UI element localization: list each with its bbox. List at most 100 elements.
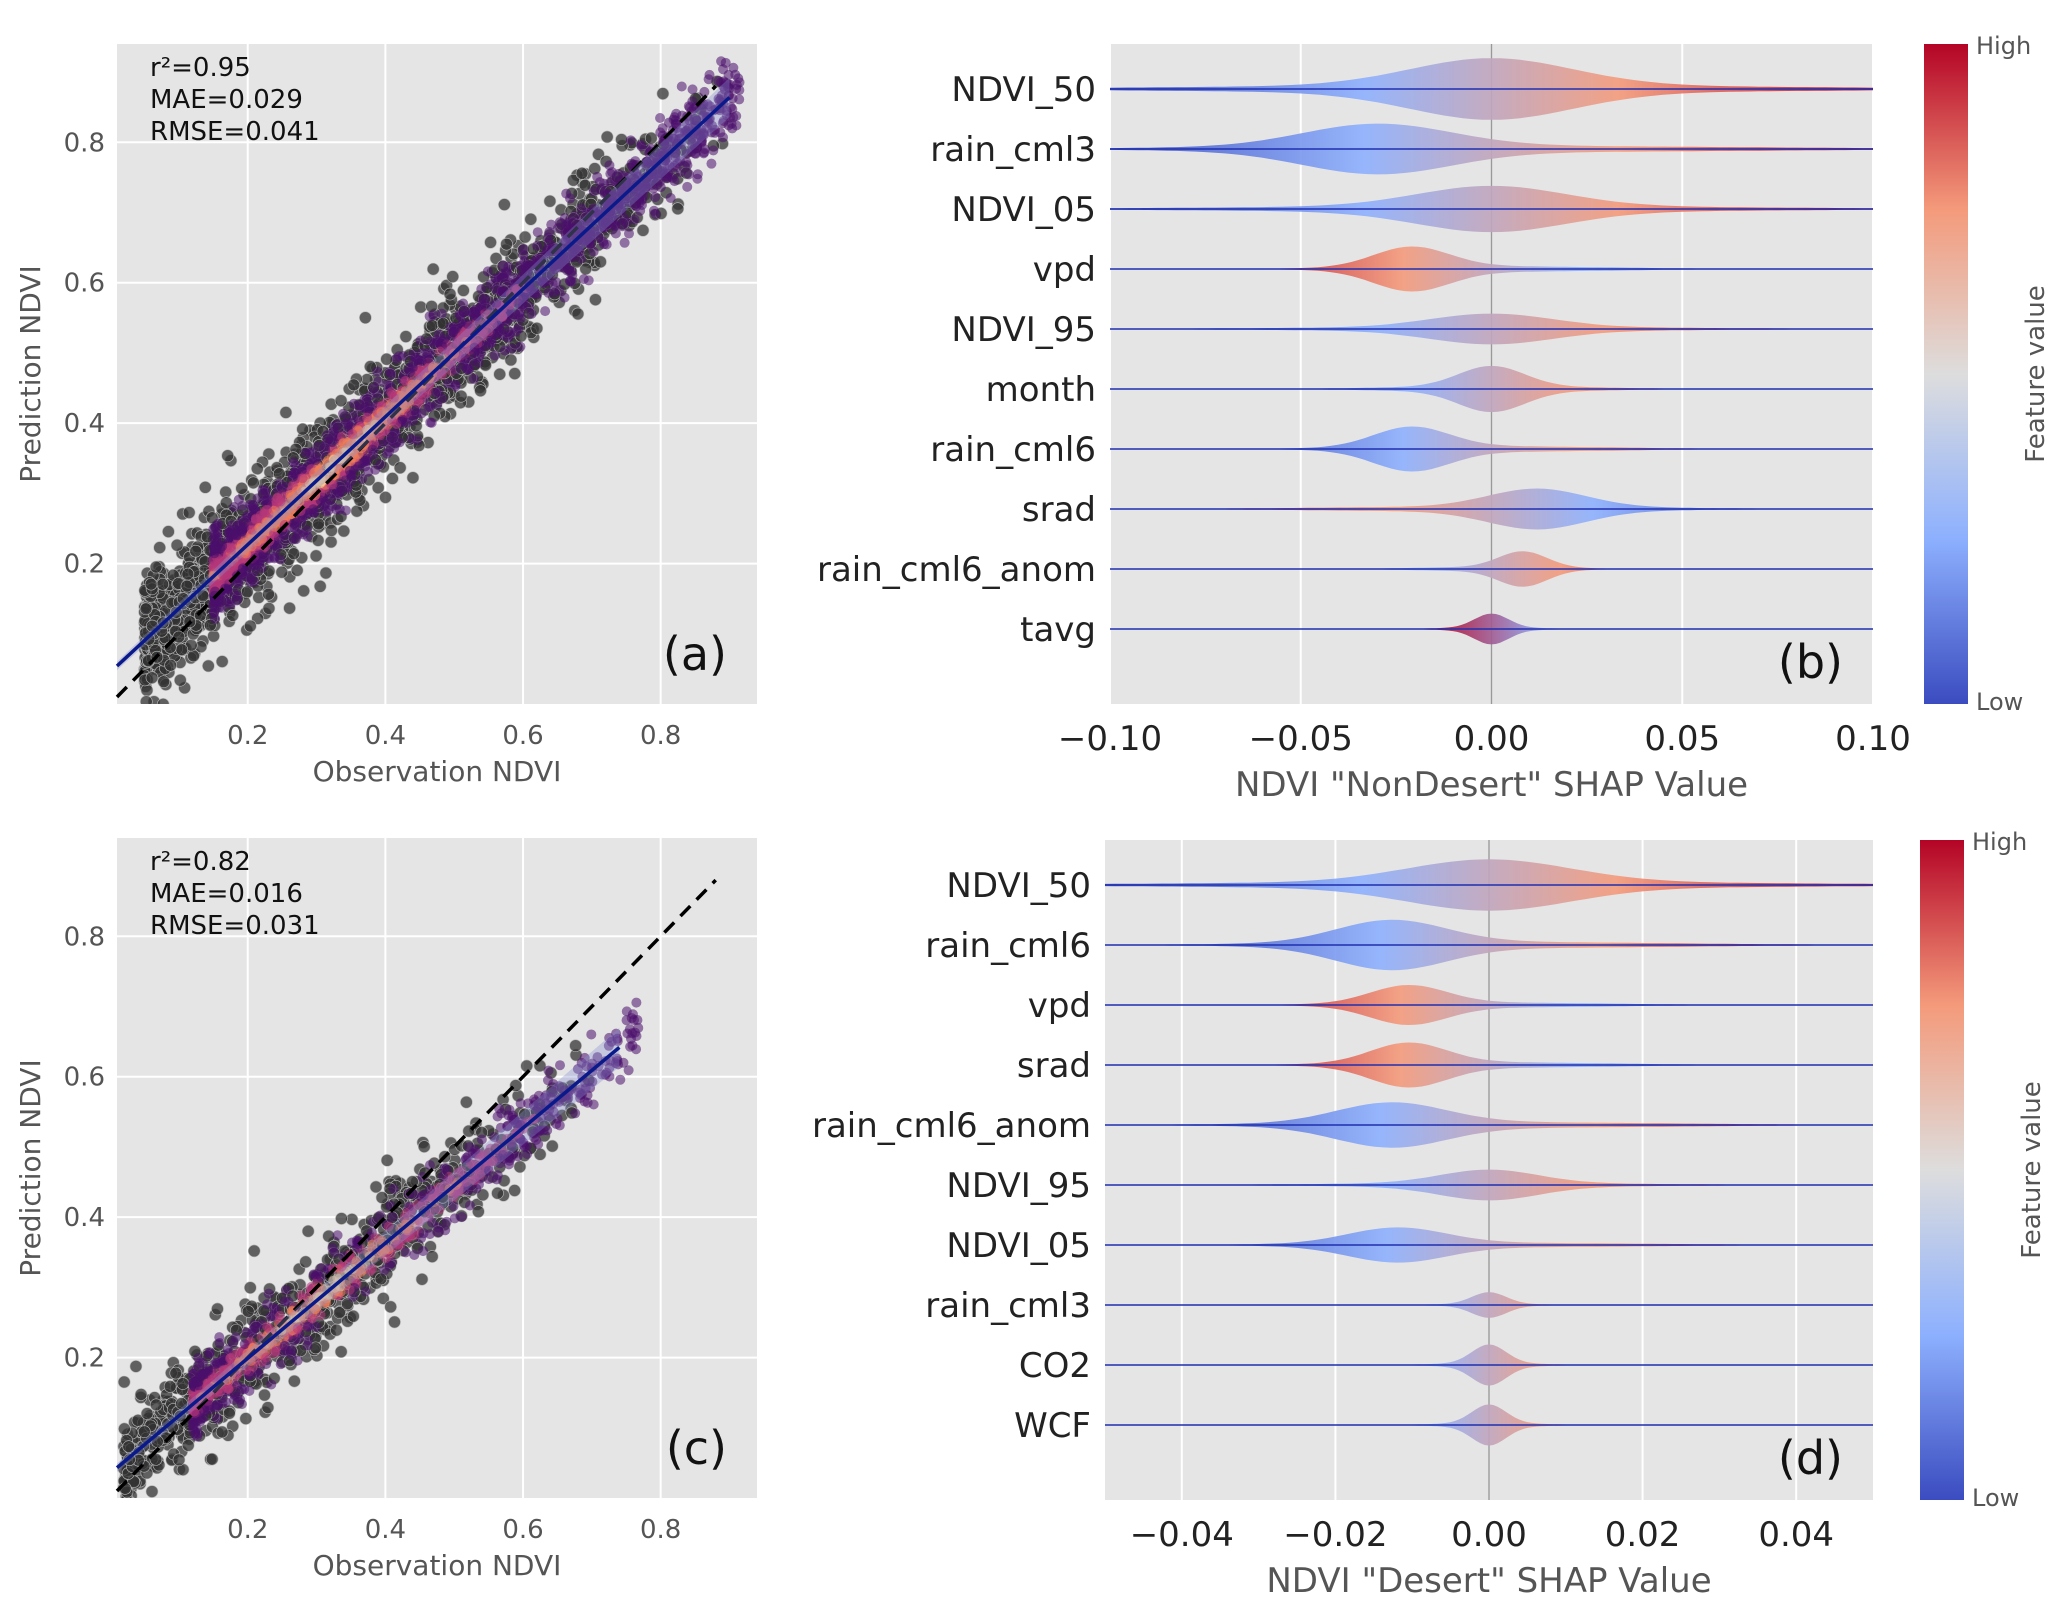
density-point	[287, 471, 298, 482]
data-point	[215, 655, 229, 668]
data-point	[301, 1224, 315, 1238]
data-point	[169, 1366, 183, 1380]
density-point	[698, 148, 709, 159]
data-point	[117, 1375, 131, 1389]
data-point	[170, 538, 184, 552]
y-tick-label: 0.4	[64, 409, 105, 439]
data-point	[153, 541, 166, 554]
panel-label: (b)	[1778, 635, 1843, 689]
data-point	[138, 1425, 151, 1438]
data-point	[279, 406, 293, 419]
density-point	[229, 588, 240, 599]
data-point	[319, 566, 333, 580]
density-point	[321, 497, 332, 508]
density-point	[415, 335, 426, 346]
density-point	[500, 273, 511, 284]
data-point	[571, 307, 585, 321]
data-point	[671, 202, 685, 216]
data-point	[325, 524, 338, 537]
data-point	[330, 1323, 343, 1337]
density-point	[436, 308, 447, 319]
x-tick-label: 0.2	[227, 721, 268, 751]
density-point	[532, 227, 543, 238]
data-point	[139, 602, 153, 616]
stat-text: RMSE=0.041	[150, 117, 320, 147]
density-point	[210, 545, 221, 556]
data-point	[118, 1422, 131, 1436]
density-point	[706, 158, 717, 169]
feature-label: rain_cml6_anom	[817, 550, 1096, 590]
data-point	[262, 587, 275, 601]
density-point	[386, 369, 397, 380]
data-point	[375, 1191, 389, 1204]
x-tick-label: 0.2	[227, 1515, 268, 1545]
data-point	[508, 1184, 521, 1197]
density-point	[292, 525, 303, 536]
data-point	[207, 629, 220, 643]
density-point	[338, 408, 349, 419]
data-point	[491, 1186, 504, 1200]
x-axis-label: Observation NDVI	[313, 755, 562, 788]
density-point	[570, 1108, 581, 1119]
density-point	[237, 525, 248, 536]
data-point	[149, 560, 163, 574]
colorbar	[1924, 44, 1968, 704]
density-point	[733, 73, 744, 84]
density-point	[532, 240, 543, 251]
density-point	[270, 545, 281, 556]
feature-label: NDVI_95	[951, 310, 1096, 350]
feature-label: rain_cml6	[930, 430, 1096, 470]
density-point	[297, 464, 308, 475]
data-point	[518, 230, 532, 244]
data-point	[275, 565, 289, 579]
data-point	[187, 649, 200, 663]
data-point	[241, 1305, 255, 1318]
y-tick-label: 0.8	[64, 922, 105, 952]
density-point	[578, 274, 589, 285]
density-point	[625, 135, 636, 146]
density-point	[655, 112, 666, 123]
feature-label: vpd	[1033, 250, 1096, 290]
data-point	[508, 367, 522, 380]
density-point	[620, 217, 631, 228]
data-point	[247, 476, 260, 490]
density-point	[518, 249, 529, 260]
feature-label: srad	[1022, 490, 1096, 530]
stat-text: MAE=0.029	[150, 85, 303, 115]
density-point	[406, 433, 417, 444]
density-point	[225, 599, 236, 610]
data-point	[299, 1255, 312, 1269]
density-point	[408, 349, 419, 360]
density-point	[629, 214, 640, 225]
data-point	[226, 609, 239, 622]
data-point	[182, 506, 196, 519]
x-tick-label: 0.6	[502, 721, 543, 751]
data-point	[140, 695, 153, 704]
data-point	[172, 1453, 186, 1467]
y-axis-label: Prediction NDVI	[14, 265, 47, 482]
scatter-panel-0: 0.2 0.4 0.6 0.80.20.40.60.8r²=0.95MAE=0.029…	[14, 44, 757, 788]
data-point	[311, 534, 325, 547]
density-point	[209, 532, 220, 543]
density-point	[258, 495, 269, 506]
density-point	[424, 311, 435, 322]
data-point	[313, 579, 327, 593]
y-tick-label: 0.4	[64, 1203, 105, 1233]
data-point	[484, 236, 497, 249]
data-point	[219, 485, 232, 499]
data-point	[235, 482, 249, 495]
x-axis-label: NDVI "NonDesert" SHAP Value	[1235, 765, 1748, 805]
data-point	[283, 601, 296, 615]
data-point	[189, 544, 202, 558]
density-point	[372, 366, 383, 377]
data-point	[149, 1398, 163, 1412]
data-point	[312, 517, 325, 531]
x-tick-label: 0.10	[1835, 719, 1911, 759]
density-point	[391, 428, 402, 439]
data-point	[426, 262, 440, 276]
data-point	[215, 1425, 229, 1439]
data-point	[498, 198, 511, 211]
density-point	[635, 139, 646, 150]
data-point	[163, 1380, 177, 1393]
x-tick-label: 0.00	[1454, 719, 1530, 759]
